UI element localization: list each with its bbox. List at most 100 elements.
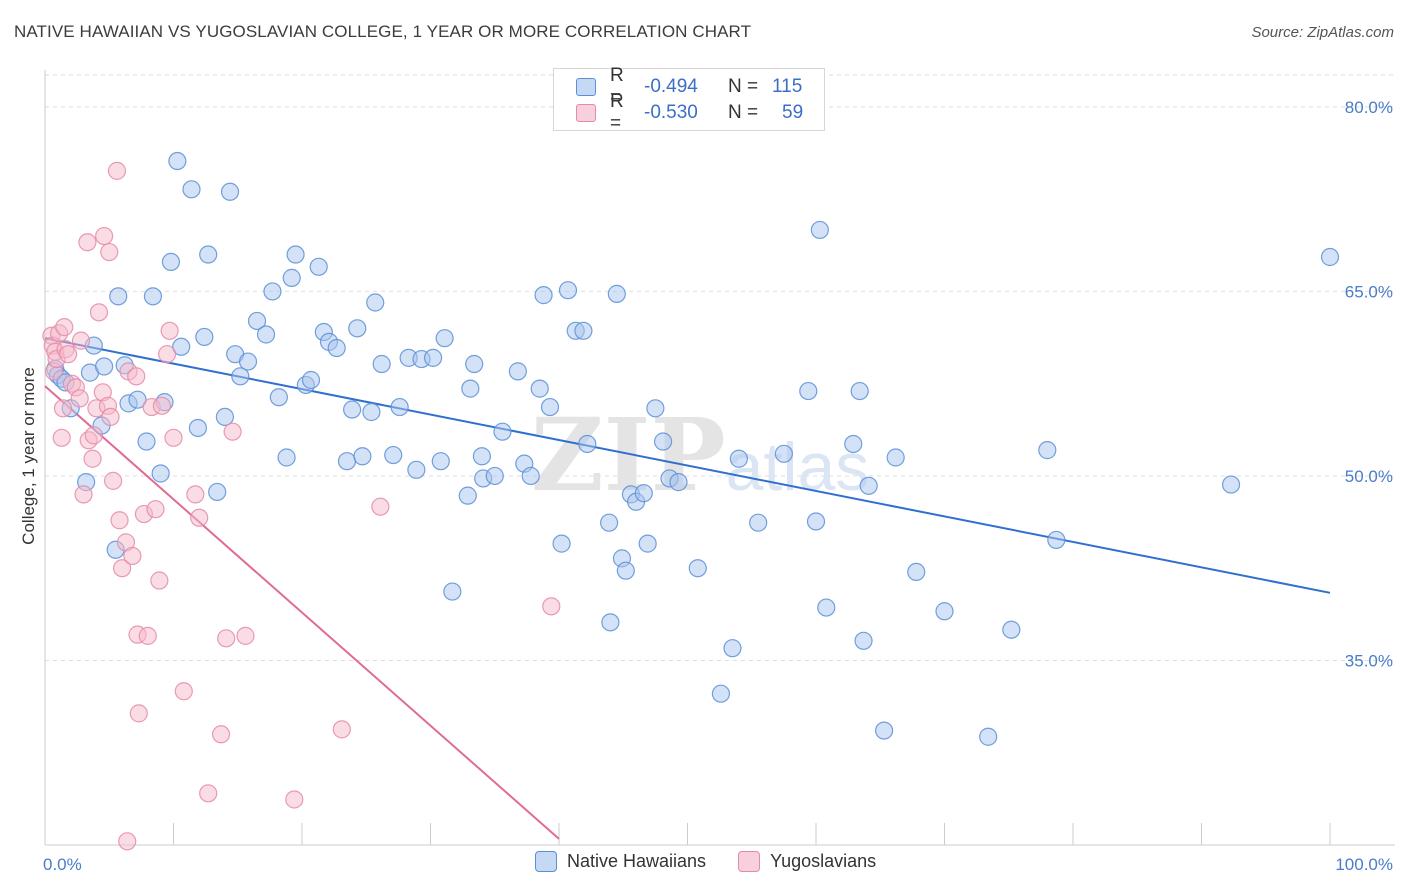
- native-hawaiian-point: [634, 484, 653, 503]
- legend-r-label: R =: [610, 91, 624, 134]
- x-tick-label-min: 0.0%: [43, 855, 82, 874]
- yugoslavian-point: [78, 233, 97, 252]
- yugoslavian-point: [101, 407, 120, 427]
- yugoslavian-point: [83, 449, 102, 468]
- yugoslavian-point: [123, 546, 142, 566]
- native-hawaiian-point: [465, 354, 484, 374]
- native-hawaiian-point: [384, 445, 403, 465]
- native-hawaiian-point: [407, 460, 426, 479]
- yugoslavian-trend-line: [44, 385, 560, 840]
- stats-legend: R = -0.494 N = 115 R = -0.530 N = 59: [553, 65, 825, 134]
- yugoslavian-point: [199, 784, 218, 803]
- native-hawaiian-point: [443, 582, 462, 601]
- yugoslavian-point: [150, 571, 169, 590]
- native-hawaiian-point: [558, 281, 578, 300]
- trend-lines: [44, 337, 1331, 840]
- tick-labels: 80.0% 65.0% 50.0% 35.0% 0.0% 100.0%: [43, 98, 1393, 874]
- yugoslavian-point: [186, 485, 205, 504]
- native-hawaiian-point: [574, 321, 593, 340]
- native-hawaiian-point: [95, 357, 114, 376]
- native-hawaiian-point: [810, 220, 829, 240]
- native-hawaiian-point: [238, 352, 258, 371]
- native-hawaiian-point: [309, 257, 328, 276]
- yugoslavian-point: [217, 629, 236, 648]
- native-hawaiian-point: [521, 466, 540, 486]
- native-hawaiian-point: [168, 151, 187, 171]
- yugoslavian-point: [55, 318, 74, 337]
- y-axis-label: College, 1 year or more: [19, 367, 38, 545]
- series-legend: Native Hawaiians Yugoslavians: [535, 851, 908, 872]
- y-tick-label: 65.0%: [1345, 282, 1393, 301]
- legend-item-native-hawaiians: Native Hawaiians: [535, 851, 706, 872]
- legend-item-yugoslavians: Yugoslavians: [738, 851, 876, 872]
- native-hawaiian-point: [435, 329, 454, 348]
- axes: [44, 70, 1395, 846]
- native-hawaiian-point: [749, 513, 768, 532]
- native-hawaiian-point: [220, 182, 240, 201]
- native-hawaiian-point: [774, 444, 793, 463]
- native-hawaiian-point: [128, 390, 147, 409]
- native-hawaiian-point: [875, 721, 894, 740]
- native-hawaiian-point: [729, 449, 749, 468]
- yugoslavian-point: [100, 242, 119, 262]
- native-hawaiian-point: [1320, 247, 1340, 267]
- yugoslavian-point: [174, 682, 193, 701]
- yugoslavian-point: [107, 161, 127, 180]
- native-hawaiian-point: [362, 402, 381, 422]
- native-hawaiian-point: [348, 319, 367, 338]
- yugoslavian-point: [71, 331, 91, 350]
- yugoslavian-point: [59, 345, 78, 364]
- native-hawaiian-point: [431, 452, 450, 471]
- native-hawaiian-point: [540, 397, 560, 417]
- native-hawaiian-point: [137, 432, 156, 451]
- native-hawaiian-point: [935, 602, 954, 621]
- native-hawaiian-point: [286, 245, 305, 264]
- native-hawaiian-point: [372, 354, 391, 374]
- source-credit: Source: ZipAtlas.com: [1251, 24, 1394, 41]
- native-hawaiian-point: [616, 561, 635, 580]
- native-hawaiian-point: [188, 418, 208, 438]
- data-points: [42, 151, 1340, 851]
- x-tick-label-max: 100.0%: [1335, 855, 1393, 874]
- native-hawaiian-point: [247, 311, 267, 331]
- native-hawaiian-point: [534, 286, 553, 305]
- native-hawaiian-point: [199, 245, 218, 264]
- native-hawaiian-point: [859, 476, 878, 495]
- legend-swatch-blue: [535, 851, 557, 872]
- native-hawaiian-point: [854, 631, 873, 650]
- native-hawaiian-point: [850, 381, 869, 401]
- native-hawaiian-point: [343, 400, 362, 419]
- native-hawaiian-point: [353, 447, 372, 466]
- native-hawaiian-point: [282, 268, 301, 287]
- legend-n-value: 115: [772, 76, 803, 97]
- native-hawaiian-point: [646, 399, 665, 418]
- legend-r-value: -0.530: [644, 102, 698, 123]
- native-hawaiian-point: [578, 434, 597, 454]
- legend-swatch-blue: [576, 78, 596, 96]
- legend-label: Yugoslavians: [770, 851, 877, 871]
- native-hawaiian-point: [530, 379, 549, 398]
- yugoslavian-point: [112, 559, 132, 578]
- native-hawaiian-point: [493, 422, 512, 441]
- native-hawaiian-point: [472, 447, 491, 466]
- native-hawaiian-point: [653, 432, 673, 451]
- native-hawaiian-point: [215, 407, 234, 427]
- native-hawaiian-point: [601, 613, 620, 632]
- native-hawaiian-point: [485, 466, 504, 486]
- native-hawaiian-point: [1221, 475, 1241, 494]
- native-hawaiian-point: [552, 534, 571, 553]
- native-hawaiian-point: [886, 448, 905, 467]
- legend-r-label: R =: [610, 65, 624, 108]
- legend-label: Native Hawaiians: [567, 851, 707, 871]
- legend-row-yugoslavians: R = -0.530 N = 59: [576, 91, 803, 134]
- yugoslavian-point: [110, 511, 129, 530]
- yugoslavian-point: [95, 226, 114, 246]
- y-tick-label: 80.0%: [1345, 98, 1393, 117]
- native-hawaiian-point: [366, 293, 385, 312]
- native-hawaiian-point: [711, 684, 731, 703]
- native-hawaiian-point: [979, 727, 998, 746]
- native-hawaiian-point: [806, 512, 826, 531]
- native-hawaiian-point: [723, 639, 742, 658]
- y-tick-label: 35.0%: [1345, 651, 1393, 670]
